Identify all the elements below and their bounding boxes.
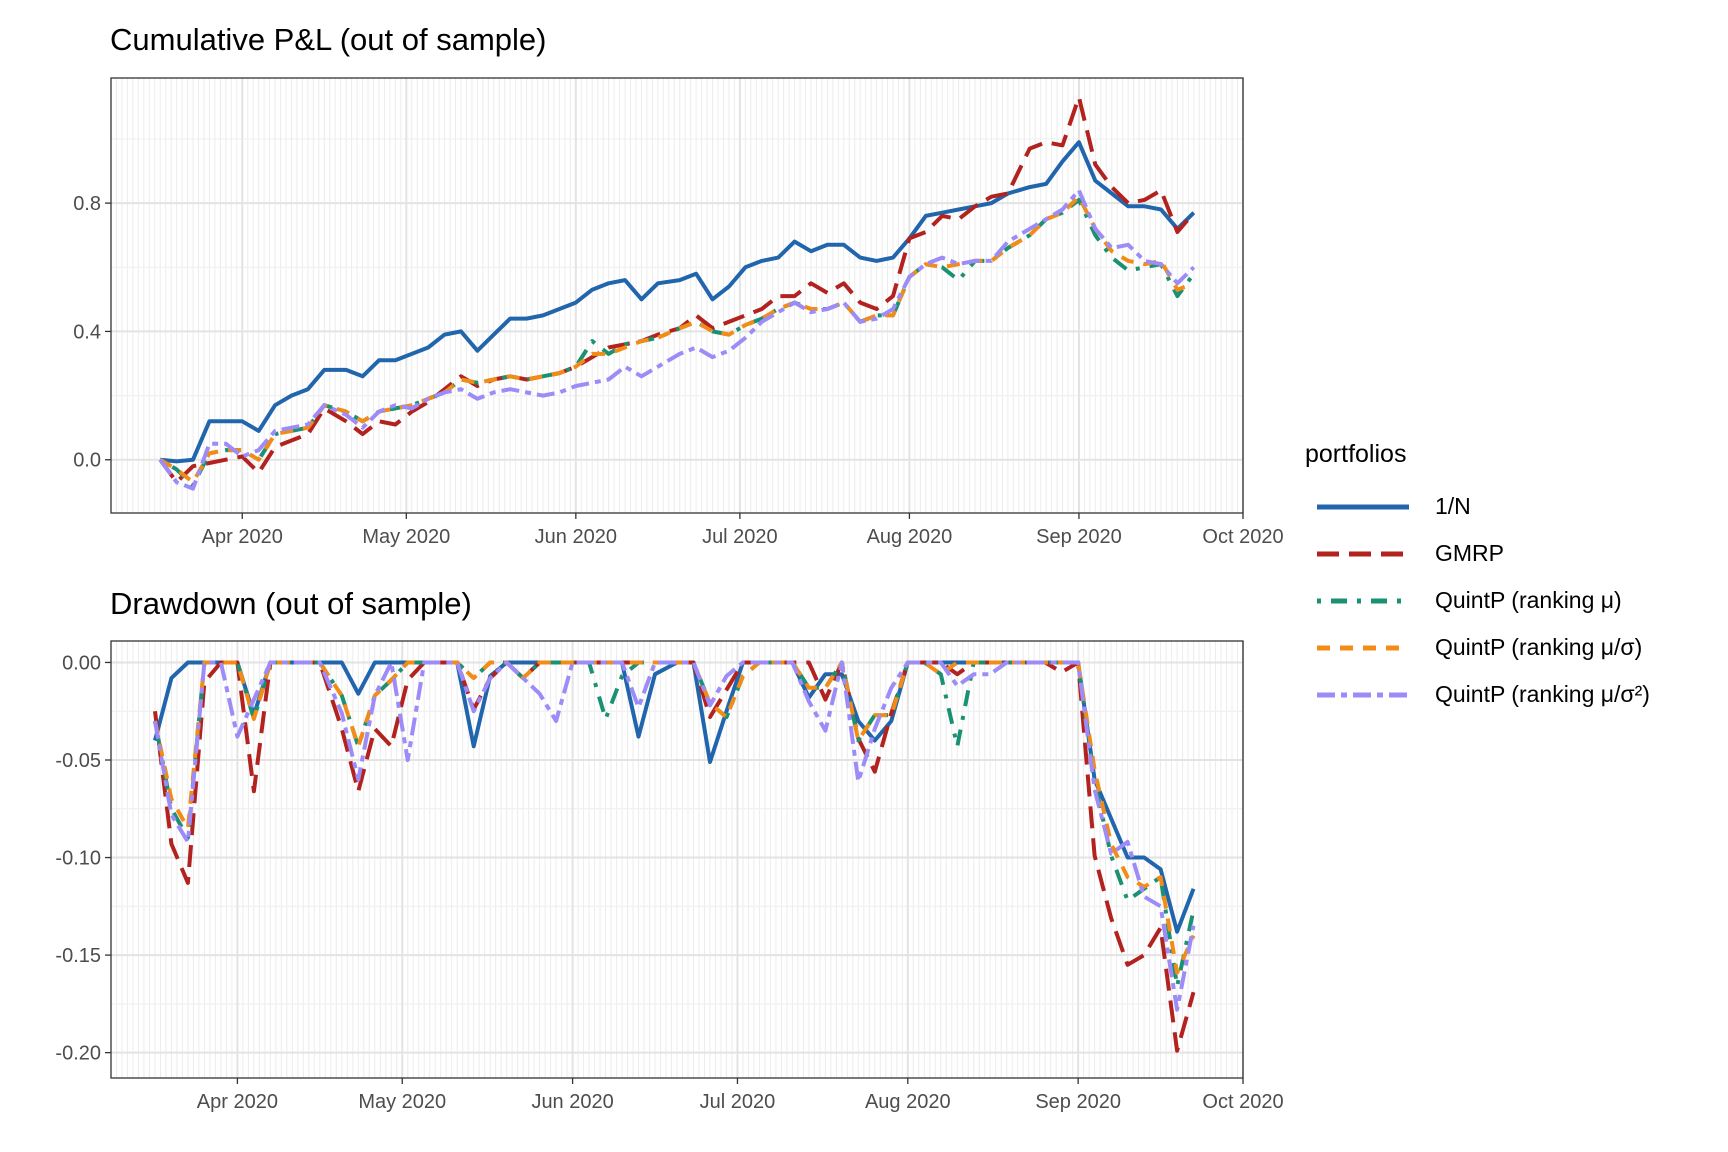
x-tick-label: Sep 2020 [1035, 1091, 1121, 1113]
legend-items: 1/N GMRP QuintP (ranking μ) QuintP (ranking… [1305, 483, 1650, 718]
legend-label: GMRP [1435, 540, 1504, 566]
x-tick-label: Oct 2020 [1202, 526, 1283, 548]
series-line-4 [153, 660, 1196, 975]
series-line-1 [159, 140, 1196, 464]
legend-key-line [1317, 692, 1409, 697]
x-tick-label: Jul 2020 [702, 526, 778, 548]
legend-title: portfolios [1305, 440, 1407, 468]
legend-item: QuintP (ranking μ) [1305, 577, 1650, 624]
x-tick-label: Aug 2020 [867, 526, 953, 548]
legend-label: QuintP (ranking μ) [1435, 587, 1622, 613]
x-tick-label: Sep 2020 [1036, 526, 1122, 548]
legend-label: QuintP (ranking μ/σ) [1435, 634, 1643, 660]
pnl-chart-title: Cumulative P&L (out of sample) [110, 22, 547, 57]
legend-key-line [1317, 645, 1409, 650]
y-tick-label: 0.4 [73, 321, 101, 343]
pnl-chart: Apr 2020 May 2020 Jun 2020 Jul 2020 Aug 2020… [73, 77, 1284, 548]
legend-item: QuintP (ranking μ/σ) [1305, 624, 1650, 671]
legend-label: QuintP (ranking μ/σ²) [1435, 681, 1650, 707]
plot-background [111, 78, 1243, 513]
series-line-5 [153, 660, 1196, 1012]
drawdown-chart: Apr 2020 May 2020 Jun 2020 Jul 2020 Aug 2020… [55, 640, 1284, 1113]
x-tick-label: Jun 2020 [531, 1091, 613, 1113]
x-tick-label: Apr 2020 [197, 1091, 278, 1113]
series-line-4 [159, 194, 1195, 485]
y-tick-label: 0.8 [73, 193, 101, 215]
y-tick-label: -0.05 [55, 750, 101, 772]
legend-key-line [1317, 504, 1409, 509]
x-tick-label: Apr 2020 [202, 526, 283, 548]
legend-item: GMRP [1305, 530, 1650, 577]
y-tick-label: 0.0 [73, 450, 101, 472]
legend-key-line [1317, 551, 1409, 556]
legend-key-line [1317, 598, 1409, 603]
plot-border [110, 77, 1244, 514]
legend-item: QuintP (ranking μ/σ²) [1305, 671, 1650, 718]
x-tick-label: Aug 2020 [865, 1091, 951, 1113]
x-tick-label: May 2020 [358, 1091, 446, 1113]
x-tick-label: Jul 2020 [700, 1091, 776, 1113]
x-tick-label: Oct 2020 [1202, 1091, 1283, 1113]
y-tick-label: -0.20 [55, 1043, 101, 1065]
x-tick-label: May 2020 [362, 526, 450, 548]
y-tick-label: -0.10 [55, 848, 101, 870]
series-line-5 [158, 188, 1196, 491]
x-tick-label: Jun 2020 [535, 526, 617, 548]
plot-border [110, 640, 1244, 1079]
drawdown-chart-title: Drawdown (out of sample) [110, 586, 472, 621]
legend-label: 1/N [1435, 493, 1471, 519]
legend: portfolios 1/N GMRP QuintP (ranking μ) Quin… [1305, 440, 1650, 718]
y-tick-label: 0.00 [62, 652, 101, 674]
y-tick-label: -0.15 [55, 945, 101, 967]
legend-item: 1/N [1305, 483, 1650, 530]
